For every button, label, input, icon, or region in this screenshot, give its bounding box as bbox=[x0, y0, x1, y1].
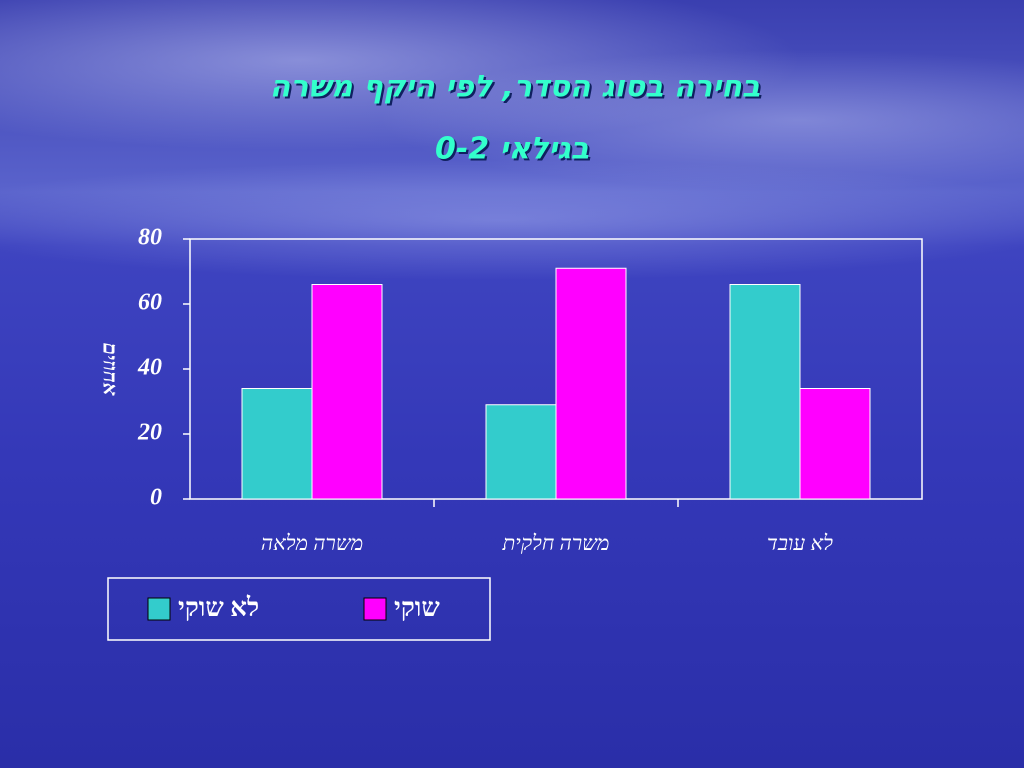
chart-title: בחירה בסוג הסדר, לפי היקף משרה bbox=[270, 70, 760, 105]
legend-box bbox=[107, 577, 491, 641]
chart-subtitle: בגילאי 0-2 bbox=[435, 132, 589, 167]
x-tick-label: משרה מלאה bbox=[261, 531, 363, 555]
x-tick-label: משרה חלקית bbox=[502, 531, 610, 555]
y-tick-label: 20 bbox=[137, 420, 162, 446]
bar bbox=[311, 284, 383, 500]
bar bbox=[241, 388, 313, 500]
bar bbox=[555, 267, 627, 500]
legend-label: לא שוקי bbox=[178, 593, 259, 622]
y-tick-label: 80 bbox=[138, 225, 162, 251]
y-axis-label: אחוזים bbox=[98, 342, 120, 395]
legend-label: שוקי bbox=[394, 593, 440, 622]
bar bbox=[729, 284, 801, 500]
legend-swatch bbox=[363, 597, 387, 621]
y-tick-label: 40 bbox=[137, 355, 162, 381]
y-tick-label: 0 bbox=[150, 485, 162, 511]
bar bbox=[485, 404, 557, 500]
x-tick-label: לא עובד bbox=[767, 531, 833, 555]
legend-swatch bbox=[147, 597, 171, 621]
y-tick-label: 60 bbox=[138, 290, 162, 316]
bar bbox=[799, 388, 871, 500]
